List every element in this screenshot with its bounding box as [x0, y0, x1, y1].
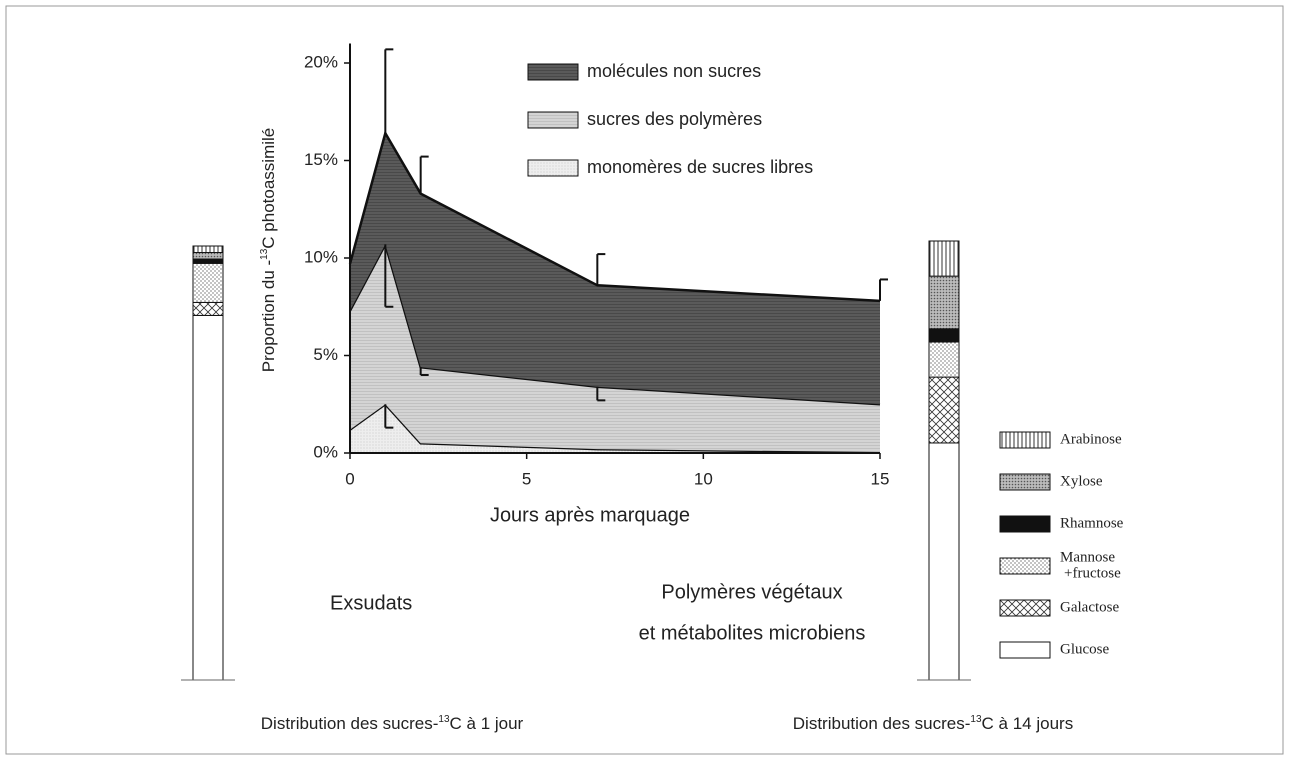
area — [350, 404, 880, 453]
legend-swatch — [999, 515, 1051, 533]
sugar-bars: Distribution des sucres-13C à 1 jour Dist… — [181, 240, 1124, 734]
y-tick-label: 20% — [304, 52, 338, 71]
caption: Distribution des sucres-13C à 1 jour — [261, 714, 524, 734]
bar-segment — [192, 262, 224, 303]
y-axis-label: Proportion du -13C photoassimilé — [259, 128, 279, 373]
bar-segment — [192, 258, 224, 264]
legend-label: monomères de sucres libres — [587, 157, 813, 177]
bar-segment — [928, 442, 960, 681]
area — [350, 244, 880, 453]
x-axis-label: Jours après marquage — [490, 504, 690, 526]
legend-label: Glucose — [1060, 641, 1109, 657]
x-tick-label: 10 — [694, 469, 713, 488]
caption-part: Distribution des sucres- — [793, 714, 971, 733]
bar-segment — [928, 341, 960, 378]
y-axis-label-sup: 13 — [259, 248, 270, 260]
annotation: Polymères végétaux — [661, 581, 842, 603]
legend-swatch — [527, 159, 579, 177]
bar-segment — [192, 301, 224, 316]
bar-segment — [928, 240, 960, 277]
legend-label: Mannose — [1060, 549, 1115, 565]
frame — [5, 5, 1284, 755]
y-tick-label: 15% — [304, 150, 338, 169]
legend-label: Arabinose — [1060, 431, 1122, 447]
bar-segment — [928, 328, 960, 343]
y-tick-label: 10% — [304, 247, 338, 266]
bar-segment — [192, 314, 224, 681]
y-tick-label: 5% — [313, 345, 338, 364]
y-axis-label-part: Proportion du - — [259, 260, 278, 372]
bar-segment — [192, 245, 224, 254]
annotation: Exsudats — [330, 592, 412, 614]
bar-segment — [192, 252, 224, 260]
legend-swatch — [999, 431, 1051, 449]
bar-segment — [928, 376, 960, 444]
x-tick-label: 5 — [522, 469, 531, 488]
legend-swatch — [999, 557, 1051, 575]
x-tick-label: 0 — [345, 469, 354, 488]
caption-part: C à 14 jours — [982, 714, 1074, 733]
bar-segment — [928, 275, 960, 330]
caption: Distribution des sucres-13C à 14 jours — [793, 714, 1073, 734]
caption-part: Distribution des sucres- — [261, 714, 439, 733]
annotation: et métabolites microbiens — [639, 622, 866, 644]
area — [350, 133, 880, 405]
y-tick-label: 0% — [313, 442, 338, 461]
legend-swatch — [999, 599, 1051, 617]
legend-label: molécules non sucres — [587, 61, 761, 81]
legend-label: sucres des polymères — [587, 109, 762, 129]
legend-label: Rhamnose — [1060, 515, 1124, 531]
x-tick-label: 15 — [871, 469, 890, 488]
legend-label: +fructose — [1064, 565, 1121, 581]
caption-sup: 13 — [970, 714, 982, 725]
legend-swatch — [999, 473, 1051, 491]
caption-part: C à 1 jour — [450, 714, 524, 733]
legend-swatch — [527, 111, 579, 129]
y-axis-label-part: C photoassimilé — [259, 128, 278, 249]
legend-label: Xylose — [1060, 473, 1103, 489]
legend-label: Galactose — [1060, 599, 1119, 615]
caption-sup: 13 — [438, 714, 450, 725]
legend-swatch — [527, 63, 579, 81]
legend-swatch — [999, 641, 1051, 659]
area-chart: 0% 5% 10% 15% 20% 0 5 10 15 Jours après marquage P… — [259, 43, 890, 644]
